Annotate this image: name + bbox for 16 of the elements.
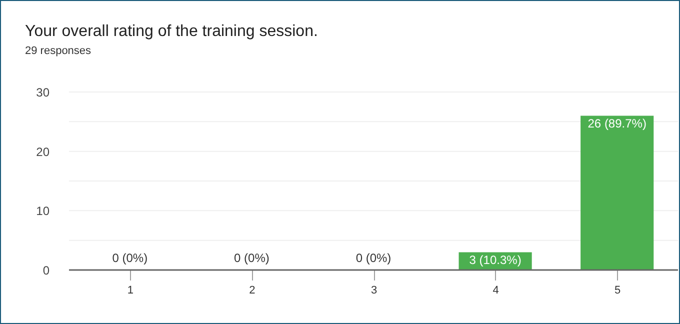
x-tick-label: 5 <box>614 284 621 296</box>
y-tick-label: 0 <box>42 264 50 278</box>
data-label: 0 (0%) <box>234 251 270 265</box>
data-label: 0 (0%) <box>356 251 392 265</box>
y-tick-label: 10 <box>36 204 50 218</box>
chart-title: Your overall rating of the training session. <box>25 23 318 40</box>
x-tick-label: 3 <box>370 284 378 296</box>
x-tick-label: 2 <box>249 284 256 296</box>
chart-subtitle: 29 responses <box>25 45 92 57</box>
y-tick-label: 30 <box>36 86 50 100</box>
x-tick-label: 1 <box>127 284 134 296</box>
data-label: 3 (10.3%) <box>469 253 522 268</box>
data-label: 26 (89.7%) <box>588 116 646 131</box>
data-label: 0 (0%) <box>112 251 148 265</box>
x-tick-label: 4 <box>492 284 499 296</box>
y-tick-label: 20 <box>36 144 50 159</box>
